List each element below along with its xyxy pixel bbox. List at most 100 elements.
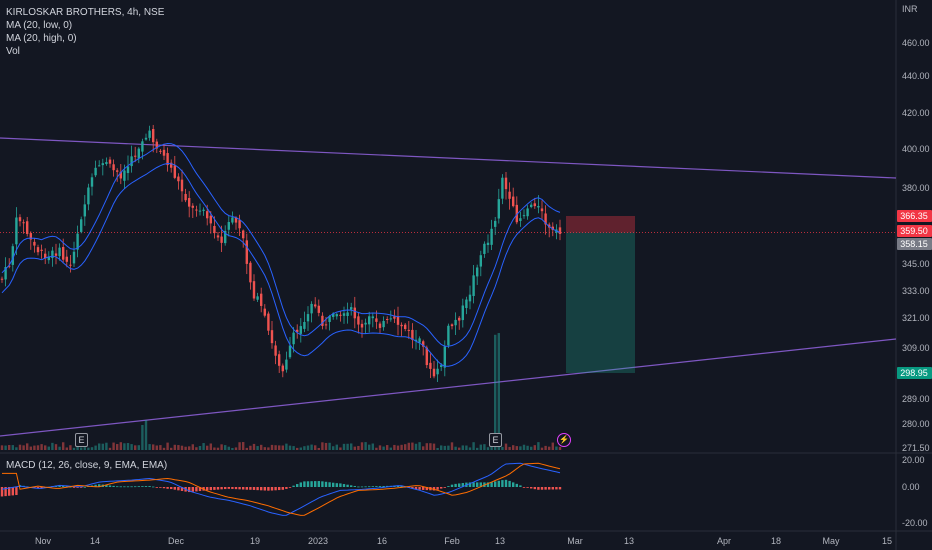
candle — [371, 316, 374, 319]
candle — [490, 228, 493, 245]
candle — [404, 324, 407, 329]
macd-axis-label: -20.00 — [902, 518, 928, 528]
candle — [141, 141, 144, 152]
macd-histogram-bar — [468, 482, 472, 487]
volume-bar — [263, 447, 266, 450]
macd-histogram-bar — [206, 487, 209, 491]
price-badge — [897, 238, 932, 250]
symbol-title[interactable]: KIRLOSKAR BROTHERS, 4h, NSE — [6, 7, 165, 18]
candle — [411, 329, 414, 340]
candle — [15, 217, 18, 245]
ma-high-line — [1, 142, 561, 347]
volume-bar — [486, 447, 490, 450]
ma-low-legend[interactable]: MA (20, low, 0) — [6, 20, 73, 31]
volume-bar — [126, 443, 130, 450]
candle — [382, 321, 385, 328]
candle — [173, 165, 176, 178]
volume-bar — [18, 444, 22, 450]
candle — [245, 240, 248, 264]
volume-bar — [216, 447, 220, 450]
volume-bar — [47, 446, 50, 450]
dividend-icon[interactable]: ⚡ — [557, 433, 571, 447]
volume-legend[interactable]: Vol — [6, 46, 20, 57]
volume-bar — [328, 442, 331, 450]
macd-histogram-bar — [130, 486, 133, 488]
candle — [238, 220, 241, 229]
candle — [51, 250, 54, 259]
earnings-marker[interactable]: E — [489, 433, 502, 447]
candle — [328, 316, 331, 322]
candle — [310, 303, 313, 314]
macd-histogram-bar — [530, 487, 533, 489]
macd-histogram-bar — [432, 487, 436, 491]
volume-bar — [519, 446, 522, 450]
candle — [472, 275, 475, 297]
time-axis-label: Apr — [717, 536, 731, 546]
candle — [281, 365, 284, 372]
macd-histogram-bar — [80, 487, 83, 488]
time-axis-label: Dec — [168, 536, 185, 546]
ma-high-legend[interactable]: MA (20, high, 0) — [6, 33, 77, 44]
macd-histogram-bar — [382, 485, 385, 487]
volume-bar — [364, 442, 367, 450]
macd-histogram-bar — [454, 483, 457, 487]
macd-histogram-bar — [159, 487, 162, 488]
candle — [486, 242, 490, 246]
price-axis-label: 289.00 — [902, 394, 930, 404]
macd-histogram-bar — [195, 487, 198, 492]
price-axis-label: 440.00 — [902, 71, 930, 81]
macd-histogram-bar — [198, 487, 202, 492]
macd-histogram-bar — [220, 487, 223, 490]
candle — [400, 324, 403, 327]
candle — [260, 293, 263, 306]
volume-bar — [188, 446, 191, 450]
candle — [501, 177, 504, 199]
volume-bar — [72, 447, 76, 450]
macd-histogram-bar — [418, 487, 421, 490]
macd-legend[interactable]: MACD (12, 26, close, 9, EMA, EMA) — [6, 460, 168, 471]
price-axis-label: 345.00 — [902, 259, 930, 269]
candle — [263, 308, 266, 316]
macd-histogram-bar — [447, 486, 450, 487]
macd-histogram-bar — [62, 485, 65, 487]
volume-bar — [353, 446, 356, 450]
candle — [213, 225, 216, 234]
volume-bar — [155, 445, 158, 450]
macd-histogram-bar — [360, 486, 364, 488]
candle — [306, 314, 310, 322]
macd-histogram-bar — [105, 485, 108, 487]
macd-histogram-bar — [288, 487, 292, 488]
volume-bar — [270, 444, 274, 450]
macd-histogram-bar — [328, 482, 331, 487]
volume-bar — [371, 443, 374, 450]
candle — [454, 319, 457, 326]
volume-bar — [450, 442, 454, 450]
macd-histogram-bar — [256, 487, 259, 491]
candle — [504, 177, 508, 190]
candle — [144, 137, 148, 140]
candle — [364, 322, 367, 325]
volume-bar — [360, 442, 364, 450]
volume-bar — [447, 445, 450, 450]
volume-bar — [418, 442, 421, 450]
volume-bar — [83, 447, 86, 450]
macd-histogram-bar — [321, 481, 324, 487]
candle — [314, 304, 317, 307]
macd-histogram-bar — [339, 483, 342, 487]
volume-bar — [522, 444, 526, 450]
volume-bar — [159, 445, 162, 450]
candle — [360, 323, 364, 328]
candle — [346, 312, 349, 316]
price-axis-label: 333.00 — [902, 286, 930, 296]
earnings-marker[interactable]: E — [75, 433, 88, 447]
candle — [220, 236, 223, 243]
candle — [155, 141, 158, 149]
macd-histogram-bar — [144, 486, 148, 487]
candle — [134, 155, 137, 157]
candle — [137, 148, 140, 159]
macd-histogram-bar — [440, 487, 443, 489]
time-axis-label: 2023 — [308, 536, 328, 546]
candle — [440, 365, 443, 367]
volume-bar — [314, 445, 317, 450]
